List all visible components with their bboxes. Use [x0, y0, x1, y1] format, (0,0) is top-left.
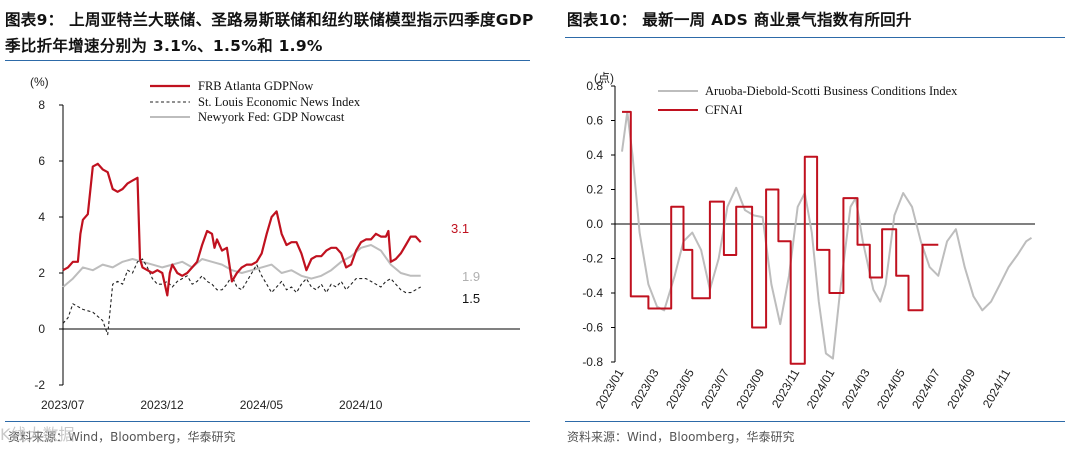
right-bottom-rule [565, 421, 1065, 422]
right-chart: -0.8 -0.6 -0.4 -0.2 0.0 0.2 0.4 0.6 0.8(点) 2023/0… [582, 71, 1035, 411]
right-y-tick-label: 0.4 [586, 148, 603, 162]
right-y-tick-label: -0.6 [582, 321, 603, 335]
series-line-newyork-fed-gdp-nowcast [62, 244, 421, 288]
watermark-logo: K线大数据 [0, 425, 75, 444]
right-y-tick-label: 0.8 [586, 79, 603, 93]
left-source-note: 资料来源：Wind，Bloomberg，华泰研究 [8, 430, 236, 444]
right-x-tick-label: 2023/05 [663, 366, 697, 411]
left-y-tick-label: 6 [38, 154, 45, 168]
right-x-tick-label: 2023/01 [593, 366, 627, 411]
end-label-newyork-fed-gdp-nowcast: 1.9 [462, 269, 480, 284]
right-x-tick-label: 2024/03 [839, 366, 873, 411]
end-label-frb-atlanta-gdpnow: 3.1 [451, 221, 469, 236]
right-chart-title: 图表10： 最新一周 ADS 商业景气指数有所回升 [567, 11, 912, 29]
legend-label-frb-atlanta-gdpnow: FRB Atlanta GDPNow [198, 79, 313, 93]
right-y-tick-label: -0.2 [582, 252, 603, 266]
left-y-tick-label: -2 [34, 378, 45, 392]
legend-label-st-louis-economic-news-index: St. Louis Economic News Index [198, 95, 361, 109]
legend-label-aruoba-diebold-scotti-business-conditions-index: Aruoba-Diebold-Scotti Business Condition… [705, 84, 958, 98]
left-y-tick-label: 2 [38, 266, 45, 280]
right-y-tick-label: 0.6 [586, 114, 603, 128]
right-y-tick-label: 0.2 [586, 183, 603, 197]
right-x-tick-label: 2023/03 [628, 366, 662, 411]
left-y-tick-label: 4 [38, 210, 45, 224]
end-label-st-louis-economic-news-index: 1.5 [462, 291, 480, 306]
right-y-tick-label: 0.0 [586, 217, 603, 231]
left-bottom-rule [5, 421, 530, 422]
legend-label-newyork-fed-gdp-nowcast: Newyork Fed: GDP Nowcast [198, 110, 345, 124]
left-x-tick-label: 2023/12 [140, 398, 184, 412]
left-y-tick-label: 8 [38, 98, 45, 112]
left-chart: -2 0 2 4 6 8 (%) 2023/07 2023/12 2024/05 2024/10 FR… [30, 75, 520, 412]
left-top-rule [5, 60, 530, 61]
left-panel: 图表9： 上周亚特兰大联储、圣路易斯联储和纽约联储模型指示四季度GDP 季比折年… [0, 11, 534, 444]
left-y-tick-label: 0 [38, 322, 45, 336]
left-x-tick-label: 2024/05 [240, 398, 284, 412]
right-x-tick-label: 2023/09 [733, 366, 767, 411]
left-y-axis-unit: (%) [30, 75, 49, 89]
right-x-tick-label: 2024/05 [874, 366, 908, 411]
right-panel: 图表10： 最新一周 ADS 商业景气指数有所回升 -0.8 -0.6 -0.4 -0… [540, 0, 1080, 451]
series-line-cfnai [622, 110, 939, 365]
right-y-tick-label: -0.4 [582, 286, 603, 300]
left-x-tick-label: 2024/10 [339, 398, 383, 412]
right-x-tick-label: 2023/11 [769, 366, 803, 410]
right-y-tick-label: -0.8 [582, 355, 603, 369]
series-line-frb-atlanta-gdpnow [62, 162, 422, 297]
right-x-tick-label: 2024/07 [909, 366, 943, 411]
right-x-tick-label: 2023/07 [698, 366, 732, 411]
left-chart-title: 图表9： 上周亚特兰大联储、圣路易斯联储和纽约联储模型指示四季度GDP 季比折年… [5, 11, 534, 55]
legend-label-cfnai: CFNAI [705, 103, 743, 117]
left-x-tick-label: 2023/07 [41, 398, 85, 412]
right-x-tick-label: 2024/09 [944, 366, 978, 411]
right-x-tick-label: 2024/11 [980, 366, 1014, 410]
series-line-aruoba-diebold-scotti-business-conditions-index [621, 110, 1033, 360]
right-x-tick-label: 2024/01 [804, 366, 838, 411]
right-source-note: 资料来源：Wind，Bloomberg，华泰研究 [567, 430, 795, 444]
right-top-rule [565, 37, 1065, 38]
right-y-axis-unit: (点) [594, 71, 614, 85]
series-line-st-louis-economic-news-index [62, 258, 421, 336]
